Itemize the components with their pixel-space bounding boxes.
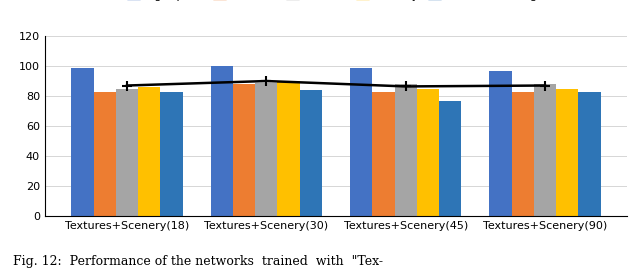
Average xyxy=(541,84,549,87)
Bar xyxy=(278,81,300,216)
Bar xyxy=(233,84,255,216)
Bar xyxy=(556,89,579,216)
Text: Fig. 12:  Performance of the networks  trained  with  "Tex-: Fig. 12: Performance of the networks tra… xyxy=(13,255,383,268)
Bar xyxy=(161,91,183,216)
Average xyxy=(262,79,270,83)
Bar xyxy=(350,68,372,216)
Bar xyxy=(71,68,93,216)
Bar xyxy=(489,71,511,216)
Bar xyxy=(394,84,417,216)
Average xyxy=(402,85,410,88)
Bar xyxy=(417,89,439,216)
Bar xyxy=(534,84,556,216)
Bar xyxy=(211,66,233,216)
Bar xyxy=(579,91,601,216)
Bar xyxy=(255,83,278,216)
Bar xyxy=(372,91,394,216)
Bar xyxy=(116,89,138,216)
Bar xyxy=(93,91,116,216)
Bar xyxy=(300,90,322,216)
Bar xyxy=(511,91,534,216)
Bar xyxy=(138,87,161,216)
Average xyxy=(123,84,131,87)
Legend: Light plain, Textures, Metallic, Scenery, Food, Average: Light plain, Textures, Metallic, Scenery… xyxy=(127,0,545,1)
Bar xyxy=(439,101,461,216)
Line: Average: Average xyxy=(122,76,550,91)
